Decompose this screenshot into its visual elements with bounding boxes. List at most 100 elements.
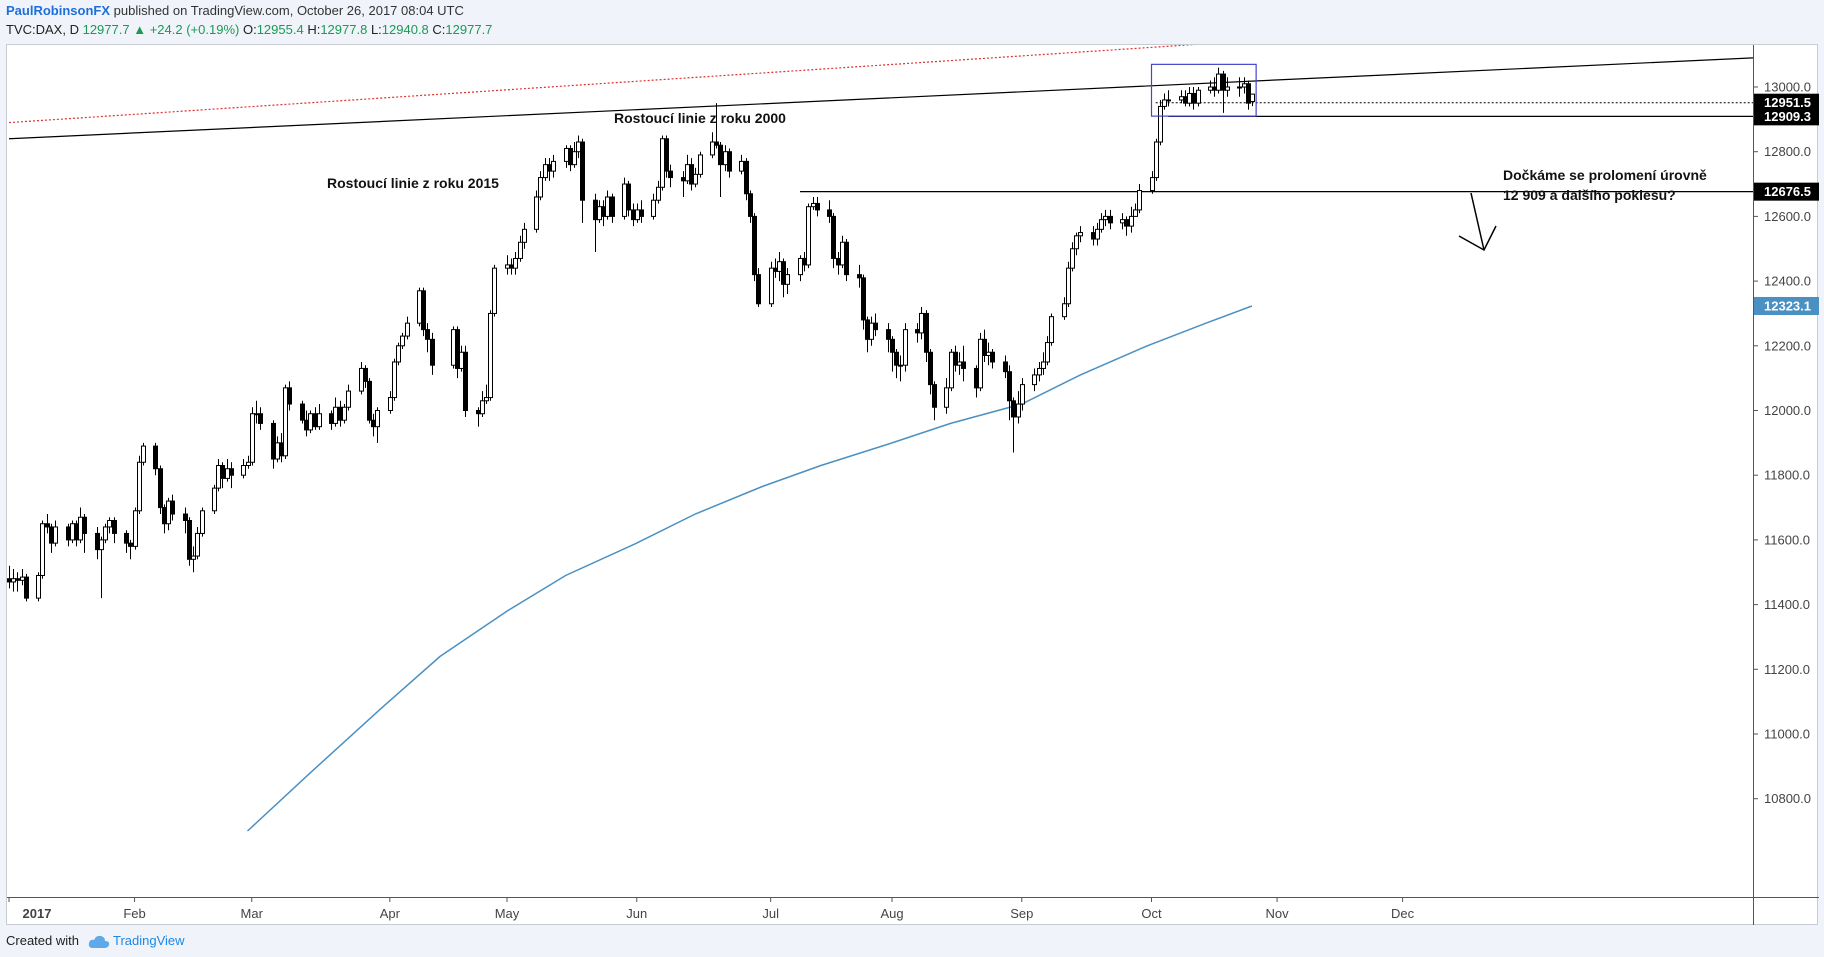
candle-body-up [564,147,569,162]
price-change: +24.2 (+0.19%) [149,22,240,37]
low-label: L: [370,22,382,37]
candle-body-down [363,367,368,382]
candle-body-up [250,413,255,463]
candle [551,154,556,178]
open-label: O: [242,22,257,37]
candle [187,517,192,566]
candle-body-up [685,164,690,182]
candle [1095,222,1100,246]
candle-body-up [451,329,456,366]
candle [890,336,895,372]
candle-body-down [229,468,234,476]
candle-body-down [187,519,192,560]
candle-body-down [1091,232,1096,240]
candle [886,323,891,353]
candle [342,404,347,424]
candle-body-up [1095,228,1100,240]
candle-body-up [275,442,280,460]
candle [212,484,217,515]
candle-body-down [1108,215,1113,224]
price-tag-label: 12676.5 [1764,184,1811,199]
price-tag-label: 12323.1 [1764,298,1811,313]
candle-body-up [522,228,527,243]
candle [455,326,460,379]
candle-body-up [538,177,543,198]
price-tick-label: 12200.0 [1764,338,1811,353]
candle-body-up [216,464,221,489]
price-tick-label: 12000.0 [1764,403,1811,418]
candle [1103,209,1108,227]
candle [1162,93,1167,110]
chart-frame[interactable]: 10800.0 11000.0 11200.0 11400.0 11600.0 11800… [6,44,1819,926]
price-tick-label: 11600.0 [1764,532,1810,547]
candle [82,514,87,553]
candle-body-up [133,510,138,547]
candle-body-up [1196,89,1201,104]
candle-body-down [631,209,636,221]
candle [873,313,878,337]
candle-body-up [392,361,397,399]
price-tag: 12951.5 [1754,93,1819,112]
candle-body-down [112,519,117,534]
candle [610,193,615,223]
candle-body-up [1041,361,1046,369]
candle [183,507,188,534]
candle-body-down [338,406,343,421]
candle [128,539,133,560]
candle [124,530,129,553]
candle-body-down [1183,96,1188,104]
candle-body-down [124,532,129,544]
candle-body-down [802,257,807,266]
candle-body-down [982,338,987,357]
candle-body-down [836,257,841,266]
candle-body-up [346,390,351,408]
candle-body-down [430,338,435,366]
candle-body-up [459,351,464,369]
candle-body-down [756,274,761,305]
low-value: 12940.8 [381,22,429,37]
candle-body-down [153,445,158,470]
candle [1003,355,1008,379]
author-link[interactable]: PaulRobinsonFX [6,3,110,18]
candle-body-up [1120,219,1125,224]
candle [1007,365,1012,421]
candle [484,384,489,405]
candle-body-down [1246,83,1251,104]
candle [375,407,380,443]
candle-body-up [693,173,698,185]
candle [388,391,393,414]
candle [137,455,142,515]
candle-body-up [597,206,602,221]
candle-body-up [551,160,556,172]
price-chart[interactable]: 10800.0 11000.0 11200.0 11400.0 11600.0 11800… [7,45,1819,926]
candle-body-up [1237,86,1242,89]
candles [7,67,1255,602]
candle [170,494,175,521]
label-line-2000: Rostoucí linie z roku 2000 [614,110,786,126]
candle-body-down [476,410,481,415]
candle-body-up [11,578,16,583]
candle-body-up [388,397,393,411]
candle-body-down [844,241,849,276]
candle-body-up [1129,215,1134,227]
candle-body-up [1016,403,1021,418]
candle [1066,261,1071,307]
arrow-annotation [1458,192,1497,252]
consolidation-box [1150,63,1257,117]
candle [283,384,288,460]
candle-body-down [1124,219,1129,227]
candle-body-up [191,555,196,560]
tradingview-brand: TradingView [113,933,185,948]
candle-body-up [1103,215,1108,221]
candle-body-down [773,267,778,272]
high-value: 12977.8 [320,22,368,37]
candle [15,572,20,592]
candle [1216,67,1221,94]
candle [363,365,368,388]
candle [580,138,585,223]
tradingview-logo[interactable]: TradingView [88,933,185,949]
candle [99,536,104,599]
candle [451,326,456,369]
candle [195,526,200,560]
candle [488,310,493,401]
